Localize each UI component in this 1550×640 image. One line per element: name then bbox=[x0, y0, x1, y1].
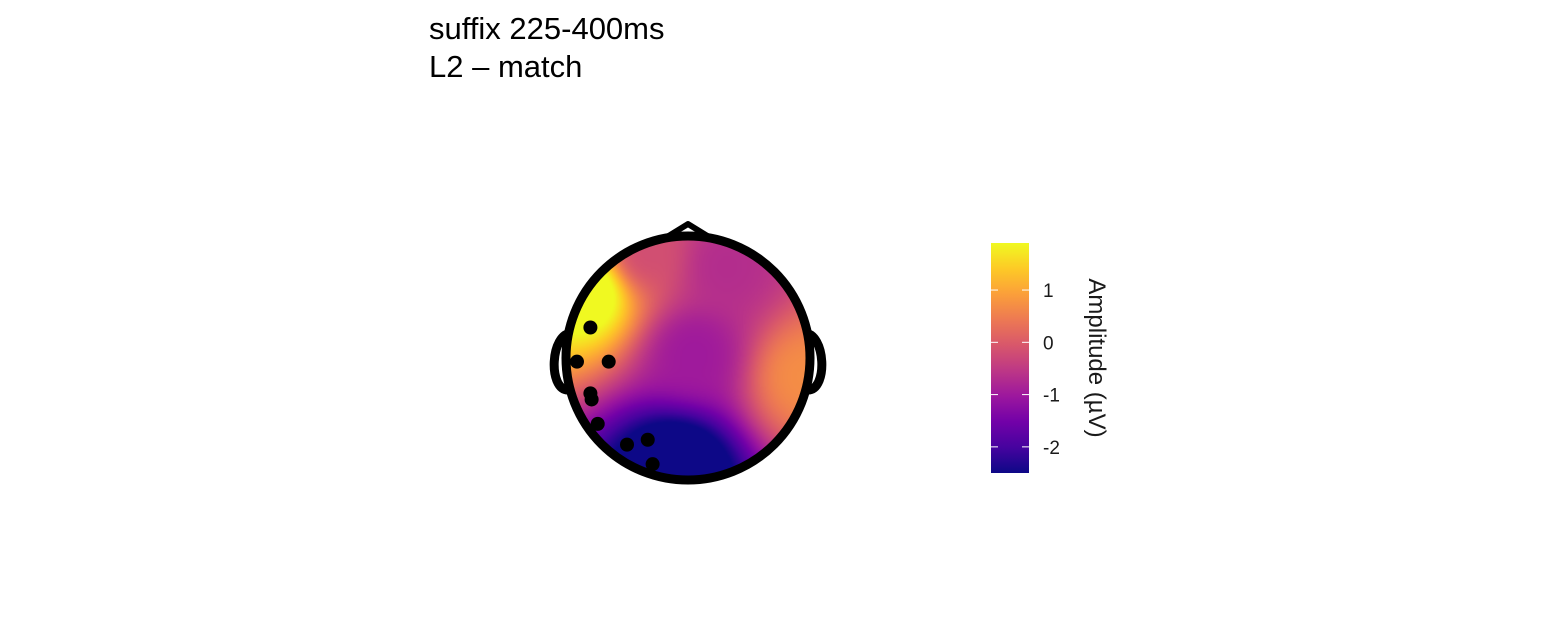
colorbar-tick-label: 1 bbox=[1043, 281, 1054, 302]
colorbar-title: Amplitude (µV) bbox=[1083, 278, 1110, 437]
colorbar-tick-label: -2 bbox=[1043, 438, 1060, 459]
head-outline bbox=[561, 231, 815, 485]
colorbar-tick-label: 0 bbox=[1043, 333, 1054, 354]
electrode-marker bbox=[583, 320, 598, 335]
colorbar-tick-label: -1 bbox=[1043, 386, 1060, 407]
plot-title-line-1: suffix 225-400ms bbox=[429, 11, 665, 46]
electrode-marker bbox=[569, 354, 584, 369]
electrode-marker bbox=[640, 432, 655, 447]
colorbar bbox=[991, 243, 1029, 473]
plot-title-line-2: L2 – match bbox=[429, 49, 583, 84]
electrode-marker bbox=[645, 457, 660, 472]
plot-title: suffix 225-400ms L2 – match bbox=[429, 10, 665, 86]
electrode-marker bbox=[601, 354, 616, 369]
electrode-marker bbox=[620, 437, 634, 452]
electrode-marker bbox=[584, 392, 599, 407]
electrode-group bbox=[569, 320, 660, 472]
electrode-marker bbox=[590, 416, 605, 431]
colorbar-ticks: 1 0 -1 -2 bbox=[991, 281, 1060, 459]
